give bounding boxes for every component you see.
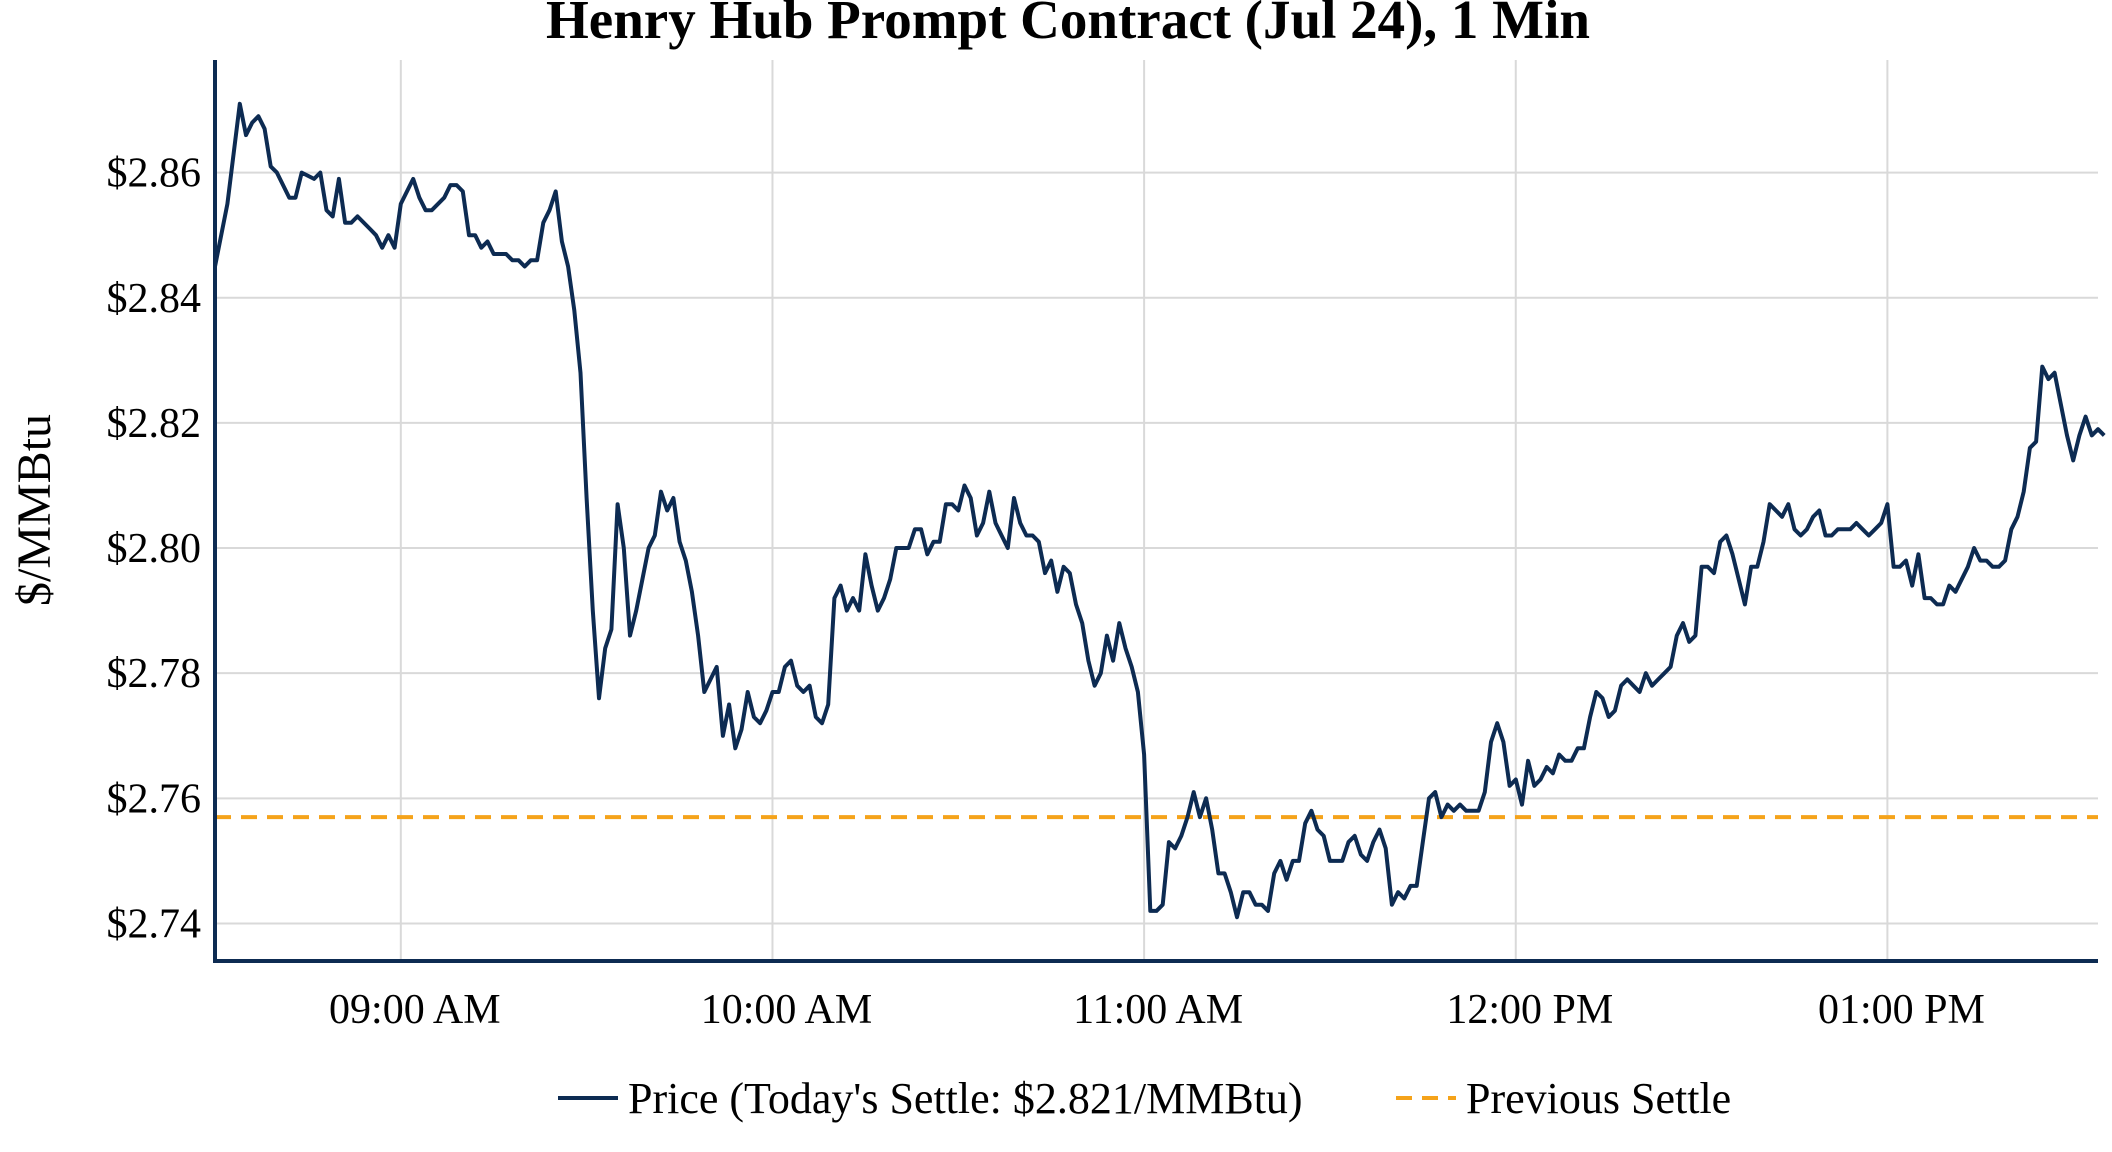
plot-area xyxy=(213,101,2106,920)
legend: Price (Today's Settle: $2.821/MMBtu) Pre… xyxy=(558,1074,1731,1123)
y-axis-label: $/MMBtu xyxy=(8,414,61,606)
y-tick-label: $2.82 xyxy=(107,401,202,447)
x-tick-label: 12:00 PM xyxy=(1446,987,1613,1033)
x-tick-label: 10:00 AM xyxy=(701,987,873,1033)
y-tick-label: $2.76 xyxy=(107,776,202,822)
x-tick-label: 09:00 AM xyxy=(329,987,501,1033)
price-series-line xyxy=(213,101,2106,920)
y-tick-label: $2.74 xyxy=(107,901,202,947)
grid xyxy=(215,60,2098,961)
chart-title: Henry Hub Prompt Contract (Jul 24), 1 Mi… xyxy=(546,0,1590,50)
y-tick-label: $2.86 xyxy=(107,151,202,197)
x-tick-label: 11:00 AM xyxy=(1073,987,1243,1033)
legend-label-price: Price (Today's Settle: $2.821/MMBtu) xyxy=(628,1074,1303,1123)
x-tick-label: 01:00 PM xyxy=(1818,987,1985,1033)
tick-labels: $2.74 $2.76 $2.78 $2.80 $2.82 $2.84 $2.86 09:00… xyxy=(107,151,1985,1033)
y-tick-label: $2.84 xyxy=(107,276,202,322)
y-tick-label: $2.78 xyxy=(107,651,202,697)
axes xyxy=(213,60,2098,963)
y-tick-label: $2.80 xyxy=(107,526,202,572)
legend-label-previous-settle: Previous Settle xyxy=(1466,1074,1731,1123)
